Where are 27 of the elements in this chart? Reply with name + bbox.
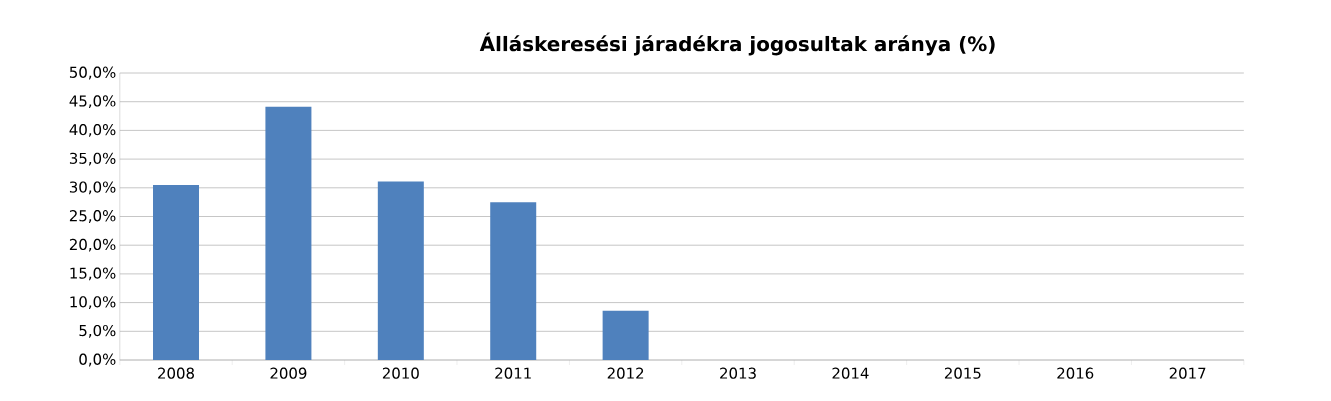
y-tick-label: 25,0% <box>69 210 116 223</box>
bar <box>153 184 200 360</box>
y-tick-label: 40,0% <box>69 123 116 137</box>
y-tick-label: 50,0% <box>69 66 116 80</box>
y-tick-label: 10,0% <box>70 296 116 310</box>
x-tick-label: 2016 <box>1057 367 1094 379</box>
x-tick-label: 2012 <box>607 367 644 379</box>
bar <box>490 202 537 360</box>
chart-title: Álláskeresési járadékra jogosultak aránya (%) <box>479 32 995 56</box>
x-tick-label: 2013 <box>720 367 756 379</box>
x-tick-label: 2014 <box>832 367 869 379</box>
bar <box>602 310 649 360</box>
x-tick-label: 2015 <box>944 367 981 379</box>
x-tick-label: 2017 <box>1169 367 1206 379</box>
y-tick-label: 45,0% <box>69 95 116 109</box>
x-tick-label: 2010 <box>382 367 419 379</box>
x-tick-label: 2011 <box>495 367 531 379</box>
y-tick-label: 15,0% <box>70 267 116 281</box>
x-tick-label: 2008 <box>158 367 194 379</box>
x-tick-label: 2009 <box>270 367 307 379</box>
bar <box>377 181 424 360</box>
y-tick-label: 35,0% <box>69 152 116 166</box>
y-tick-label: 0,0% <box>79 353 116 367</box>
y-tick-label: 5,0% <box>79 324 116 338</box>
y-tick-label: 20,0% <box>69 238 116 252</box>
bar <box>265 106 312 360</box>
y-tick-label: 30,0% <box>69 181 116 195</box>
